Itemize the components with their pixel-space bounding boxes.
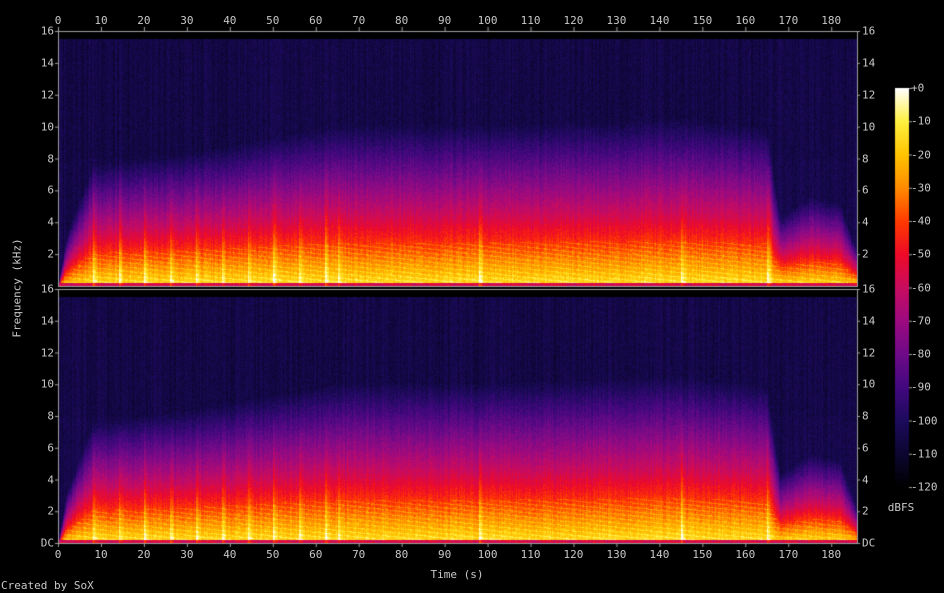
colorbar-tick-label: +0	[911, 81, 925, 95]
y-tick-label-right: 4	[862, 473, 869, 486]
x-tick-label-bottom: 100	[477, 548, 498, 561]
y-tick-label-left: 14	[40, 56, 54, 70]
x-tick-label-top: 110	[520, 14, 541, 27]
colorbar-tick-label: -80	[911, 347, 931, 361]
colorbar-tick-label: -60	[911, 281, 931, 294]
x-tick-label-bottom: 30	[180, 548, 194, 561]
x-tick-label-top: 180	[821, 14, 842, 27]
x-tick-label-bottom: 170	[778, 548, 799, 561]
y-tick-label-right: 12	[862, 346, 876, 359]
x-tick-label-bottom: 20	[137, 548, 151, 561]
y-tick-label-right: 10	[862, 377, 876, 391]
x-tick-label-bottom: 150	[692, 548, 713, 561]
colorbar-tick-label: -120	[911, 480, 938, 494]
x-tick-label-bottom: 90	[437, 548, 452, 561]
y-tick-label-right: 10	[862, 120, 876, 134]
credit-text: Created by SoX	[1, 579, 94, 592]
y-tick-label-right: 2	[862, 247, 869, 261]
y-tick-label-right: 8	[862, 152, 869, 165]
colorbar-tick-label: -10	[911, 114, 931, 128]
x-tick-label-top: 80	[395, 14, 409, 27]
x-tick-label-top: 0	[54, 14, 62, 27]
y-tick-label-left: 4	[47, 215, 54, 229]
y-tick-label-left: 8	[47, 409, 54, 423]
colorbar-tick-label: -100	[911, 414, 938, 427]
y-tick-label-right: 8	[862, 409, 869, 423]
colorbar-tick-label: -30	[911, 181, 931, 195]
x-tick-label-bottom: 180	[821, 548, 842, 561]
y-tick-label-left: 10	[40, 377, 54, 391]
y-tick-label-left: 10	[40, 120, 54, 134]
x-tick-label-bottom: 130	[606, 548, 627, 561]
y-tick-label-left: DC	[40, 536, 54, 550]
y-tick-label-left: 4	[47, 473, 54, 486]
x-tick-label-top: 150	[692, 14, 713, 27]
x-tick-label-bottom: 60	[309, 548, 323, 561]
x-tick-label-top: 10	[94, 14, 108, 27]
x-tick-label-top: 140	[649, 14, 670, 27]
y-tick-label-left: 6	[47, 441, 54, 455]
y-tick-label-right: 6	[862, 441, 869, 455]
x-tick-label-bottom: 10	[94, 548, 108, 561]
x-tick-label-top: 40	[223, 14, 237, 27]
colorbar-unit: dBFS	[887, 501, 915, 514]
y-tick-label-right: 6	[862, 183, 869, 197]
x-tick-label-bottom: 50	[266, 548, 280, 561]
x-tick-label-top: 160	[735, 14, 756, 27]
y-tick-label-right: DC	[862, 536, 876, 550]
x-tick-label-bottom: 110	[520, 548, 541, 561]
x-axis-label: Time (s)	[430, 568, 484, 581]
y-tick-label-left: 16	[40, 282, 54, 296]
colorbar-tick-label: -90	[911, 380, 931, 394]
x-tick-label-bottom: 120	[563, 548, 584, 561]
y-tick-label-left: 2	[47, 504, 54, 518]
x-tick-label-top: 20	[137, 14, 151, 27]
x-tick-label-bottom: 40	[223, 548, 237, 561]
y-tick-label-right: 2	[862, 504, 869, 518]
x-tick-label-bottom: 160	[735, 548, 756, 561]
x-tick-label-bottom: 80	[395, 548, 409, 561]
y-tick-label-left: 6	[47, 183, 54, 197]
colorbar-tick-label: -110	[911, 447, 938, 461]
colorbar-tick-label: -50	[911, 247, 931, 261]
x-tick-label-top: 100	[477, 14, 498, 27]
y-tick-label-left: 12	[40, 88, 54, 102]
y-axis-label: Frequency (kHz)	[10, 238, 24, 338]
y-tick-label-right: 14	[862, 56, 876, 70]
y-tick-label-left: 8	[47, 152, 54, 165]
colorbar-tick-label: -20	[911, 148, 931, 161]
y-tick-label-left: 14	[40, 314, 54, 328]
colorbar-tick-label: -70	[911, 314, 931, 328]
x-tick-label-top: 50	[266, 14, 280, 27]
y-tick-label-left: 12	[40, 346, 54, 359]
x-tick-label-top: 60	[309, 14, 323, 27]
x-tick-label-top: 90	[437, 14, 452, 27]
x-tick-label-bottom: 0	[54, 548, 62, 561]
colorbar-tick-label: -40	[911, 214, 931, 228]
y-tick-label-right: 4	[862, 215, 869, 229]
x-tick-label-bottom: 70	[352, 548, 366, 561]
y-tick-label-right: 16	[862, 282, 876, 296]
y-tick-label-right: 12	[862, 88, 876, 102]
x-tick-label-top: 130	[606, 14, 627, 27]
y-tick-label-left: 16	[40, 24, 54, 38]
x-tick-label-top: 70	[352, 14, 366, 27]
x-tick-label-bottom: 140	[649, 548, 670, 561]
x-tick-label-top: 30	[180, 14, 194, 27]
x-tick-label-top: 170	[778, 14, 799, 27]
y-tick-label-left: 2	[47, 247, 54, 261]
y-tick-label-right: 14	[862, 314, 876, 328]
x-tick-label-top: 120	[563, 14, 584, 27]
y-tick-label-right: 16	[862, 24, 876, 38]
